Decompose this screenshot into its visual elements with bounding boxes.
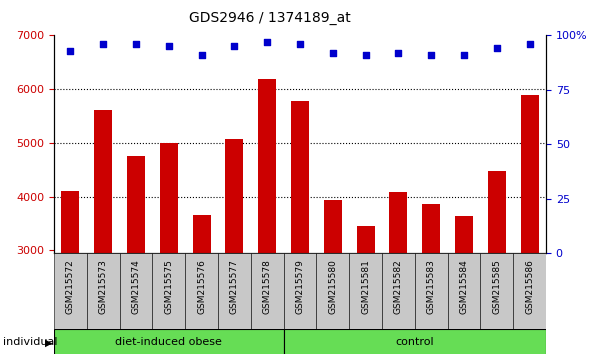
Bar [422, 204, 440, 253]
Point [394, 50, 403, 56]
Point [98, 41, 108, 47]
Text: GSM215575: GSM215575 [164, 259, 173, 314]
Bar [284, 253, 316, 329]
Text: GSM215581: GSM215581 [361, 259, 370, 314]
Bar [488, 171, 506, 253]
Text: GSM215584: GSM215584 [460, 259, 469, 314]
Bar [87, 253, 119, 329]
Text: GSM215580: GSM215580 [328, 259, 337, 314]
Text: individual: individual [3, 337, 58, 348]
Bar [513, 253, 546, 329]
Text: GSM215574: GSM215574 [131, 259, 140, 314]
Bar [448, 253, 481, 329]
Bar [119, 253, 152, 329]
Point [197, 52, 206, 58]
Bar [349, 253, 382, 329]
Bar [356, 226, 374, 253]
Text: GDS2946 / 1374189_at: GDS2946 / 1374189_at [189, 11, 351, 25]
Text: diet-induced obese: diet-induced obese [115, 337, 222, 348]
Point [492, 46, 502, 51]
Text: GSM215572: GSM215572 [66, 259, 75, 314]
Bar [521, 95, 539, 253]
Point [65, 48, 75, 53]
Bar [258, 80, 276, 253]
Bar [382, 253, 415, 329]
Point [262, 39, 272, 45]
Bar [127, 156, 145, 253]
Text: GSM215578: GSM215578 [263, 259, 272, 314]
Bar [455, 216, 473, 253]
Bar [226, 139, 244, 253]
Point [361, 52, 370, 58]
Bar [316, 253, 349, 329]
Bar [324, 200, 342, 253]
Text: GSM215579: GSM215579 [296, 259, 305, 314]
Text: GSM215583: GSM215583 [427, 259, 436, 314]
Bar [291, 101, 309, 253]
Text: GSM215576: GSM215576 [197, 259, 206, 314]
Point [131, 41, 141, 47]
Bar [193, 216, 211, 253]
Text: GSM215585: GSM215585 [492, 259, 502, 314]
Bar [61, 191, 79, 253]
Point [328, 50, 338, 56]
Point [230, 44, 239, 49]
Bar [94, 110, 112, 253]
Bar [160, 143, 178, 253]
Text: control: control [395, 337, 434, 348]
Point [427, 52, 436, 58]
Bar [54, 329, 284, 354]
Bar [284, 329, 546, 354]
Bar [389, 192, 407, 253]
Bar [251, 253, 284, 329]
Text: ▶: ▶ [46, 337, 53, 348]
Text: GSM215586: GSM215586 [525, 259, 534, 314]
Text: GSM215577: GSM215577 [230, 259, 239, 314]
Point [164, 44, 173, 49]
Point [525, 41, 535, 47]
Bar [415, 253, 448, 329]
Bar [152, 253, 185, 329]
Text: GSM215582: GSM215582 [394, 259, 403, 314]
Bar [54, 253, 87, 329]
Bar [218, 253, 251, 329]
Point [295, 41, 305, 47]
Bar [185, 253, 218, 329]
Text: GSM215573: GSM215573 [98, 259, 108, 314]
Point [459, 52, 469, 58]
Bar [481, 253, 513, 329]
